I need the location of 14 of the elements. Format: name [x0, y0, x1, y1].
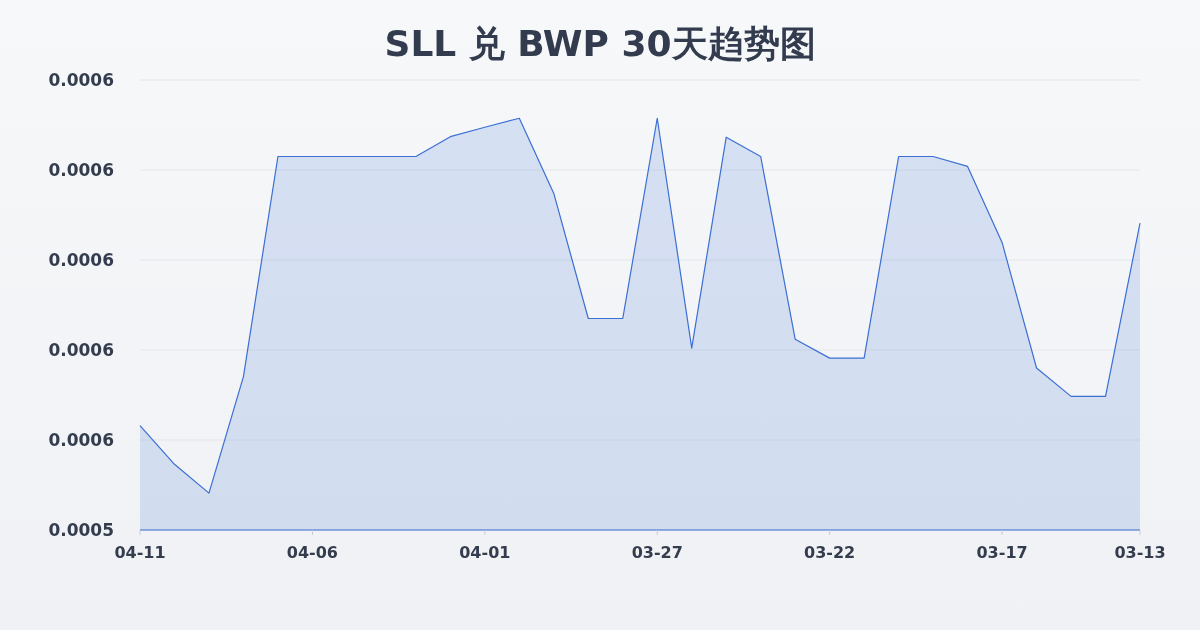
- y-tick-label: 0.0006: [48, 430, 114, 451]
- y-tick-label: 0.0006: [48, 160, 114, 181]
- x-tick-label: 04-01: [459, 543, 511, 562]
- x-tick-label: 03-13: [1114, 543, 1166, 562]
- chart-title: SLL 兑 BWP 30天趋势图: [384, 23, 816, 64]
- y-tick-label: 0.0006: [48, 340, 114, 361]
- x-tick-label: 03-17: [976, 543, 1028, 562]
- y-tick-label: 0.0006: [48, 250, 114, 271]
- x-tick-label: 04-11: [114, 543, 166, 562]
- x-tick-label: 04-06: [286, 543, 338, 562]
- y-tick-label: 0.0006: [48, 70, 114, 91]
- x-tick-label: 03-22: [804, 543, 856, 562]
- y-tick-label: 0.0005: [48, 520, 114, 541]
- x-tick-label: 03-27: [631, 543, 683, 562]
